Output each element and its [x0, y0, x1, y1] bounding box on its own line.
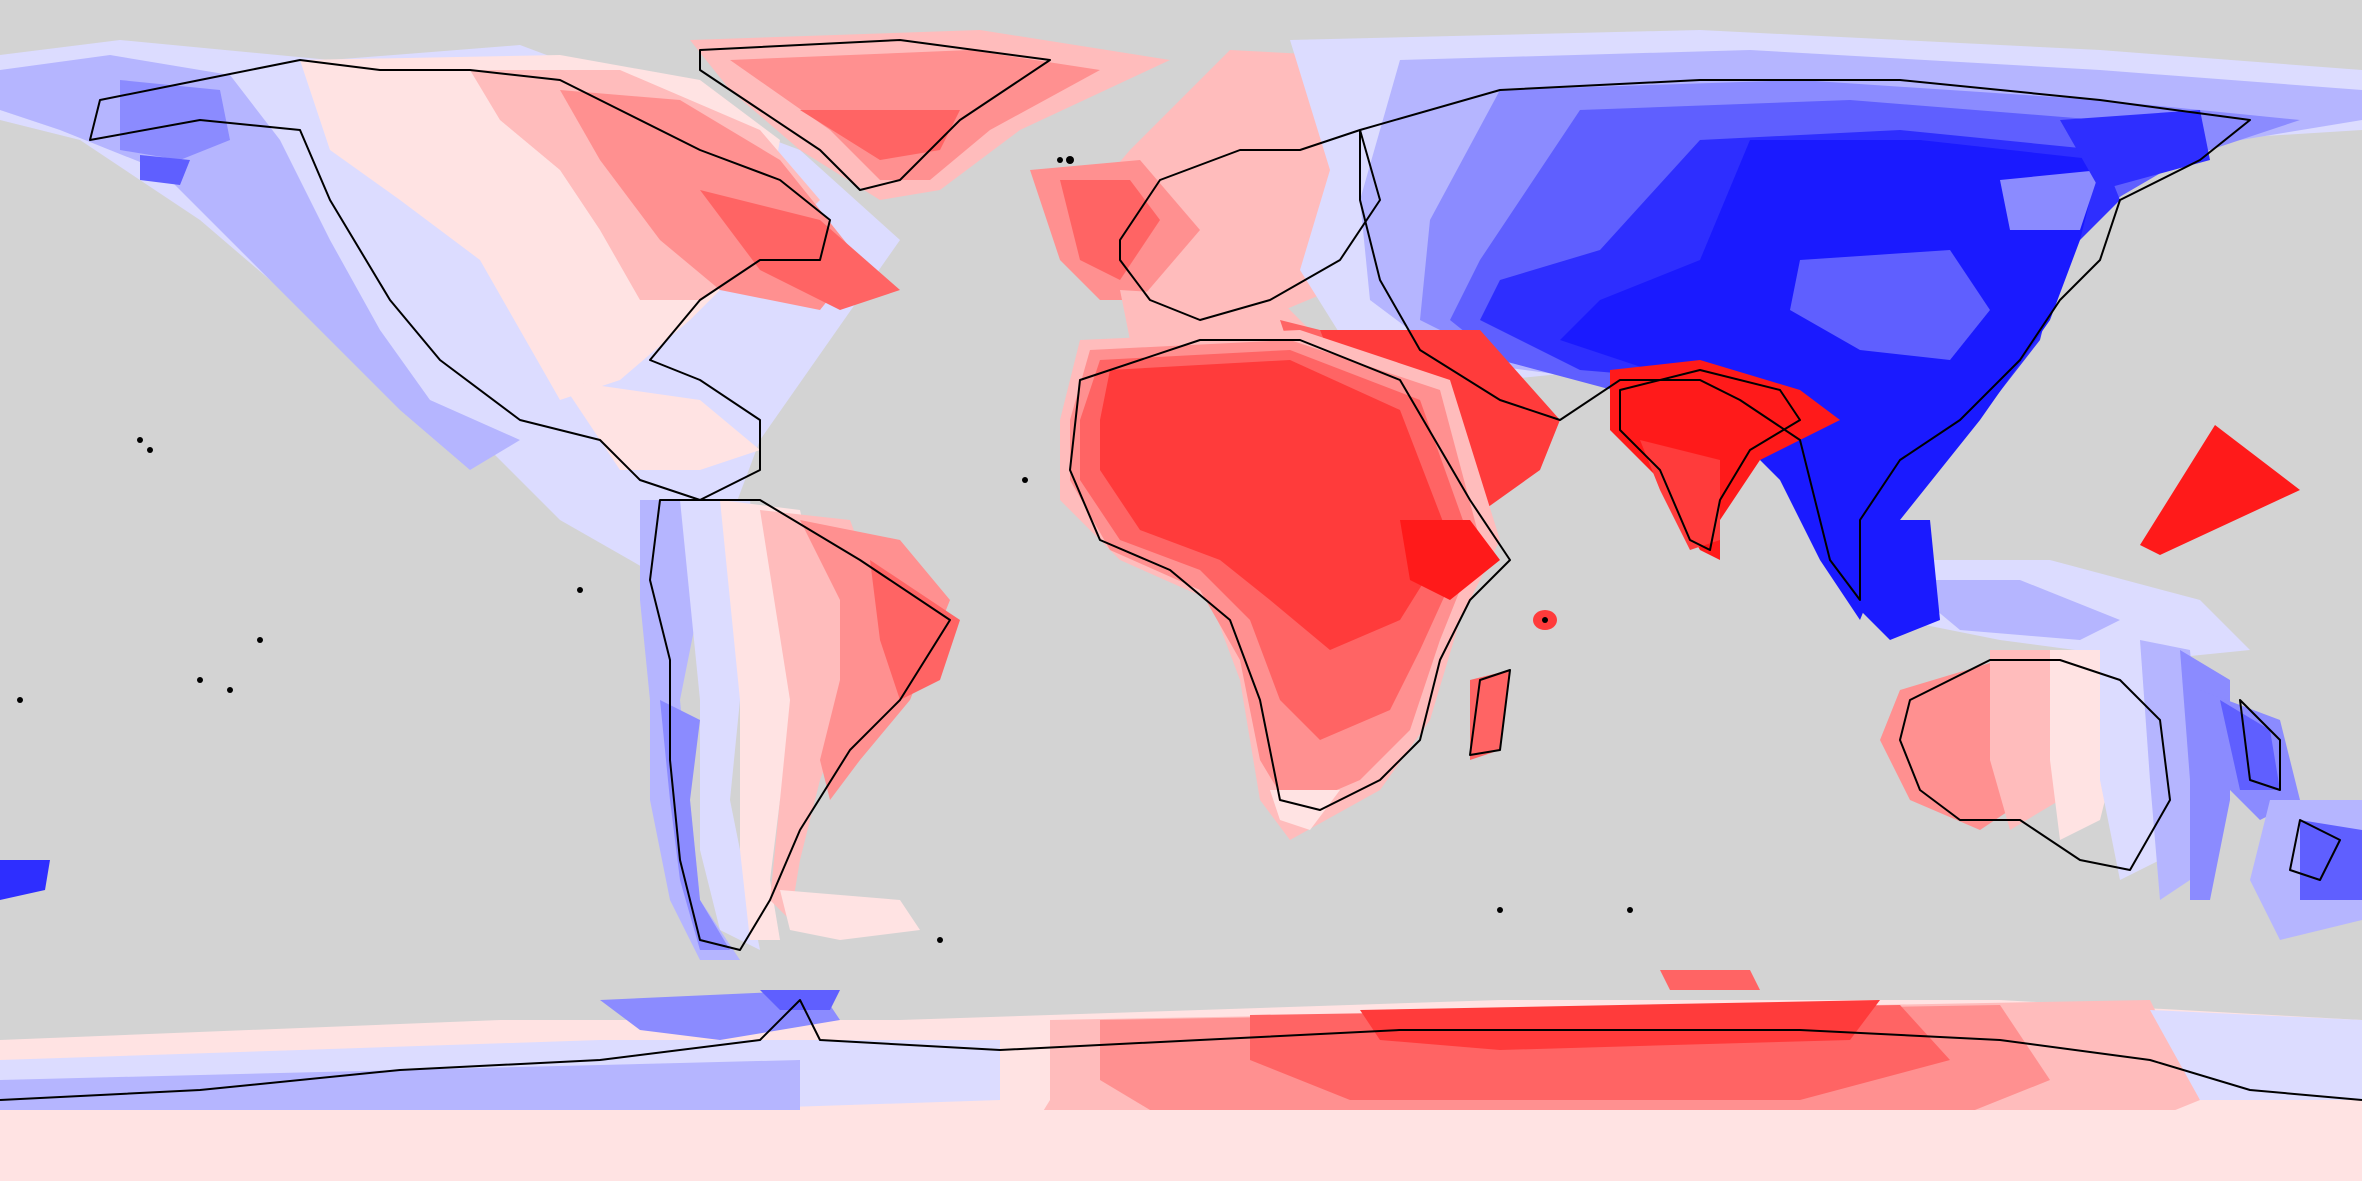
island-dot: [1542, 617, 1548, 623]
island-dot: [1022, 477, 1028, 483]
north-america-coastline: [89, 59, 831, 501]
islands: [17, 156, 1633, 943]
island-dot: [147, 447, 153, 453]
island-dot: [1497, 907, 1503, 913]
pacific-triangle-region: [2140, 425, 2300, 555]
madagascar-coastline: [1469, 669, 1511, 756]
south-america-coastline: [649, 499, 951, 951]
europe-coastline: [1119, 129, 1381, 321]
southeast-asia-region: [1850, 520, 2250, 660]
island-dot: [257, 637, 263, 643]
north-america-region: [0, 40, 900, 600]
antarctica-region: [0, 970, 2362, 1181]
africa-coastline: [1069, 339, 1511, 811]
island-dot: [1057, 157, 1063, 163]
australia-coastline: [1899, 659, 2171, 871]
africa-region: [1060, 330, 1510, 840]
greenland-region: [690, 30, 1170, 200]
greenland-coastline: [699, 39, 1051, 191]
south-america-region: [640, 500, 960, 960]
india-coastline: [1619, 369, 1801, 551]
asia-region: [1290, 30, 2362, 620]
island-dot: [1627, 907, 1633, 913]
island-dot: [577, 587, 583, 593]
asia-coastline: [1359, 79, 2251, 601]
island-dot: [1066, 156, 1074, 164]
india-region: [1610, 360, 1840, 560]
new-zealand-coastline: [2239, 699, 2341, 881]
island-dot: [17, 697, 23, 703]
island-dot: [937, 937, 943, 943]
antarctica-coastline: [0, 999, 2362, 1101]
island-dot: [197, 677, 203, 683]
coastlines: [0, 39, 2362, 1101]
island-dot: [137, 437, 143, 443]
island-dot: [227, 687, 233, 693]
